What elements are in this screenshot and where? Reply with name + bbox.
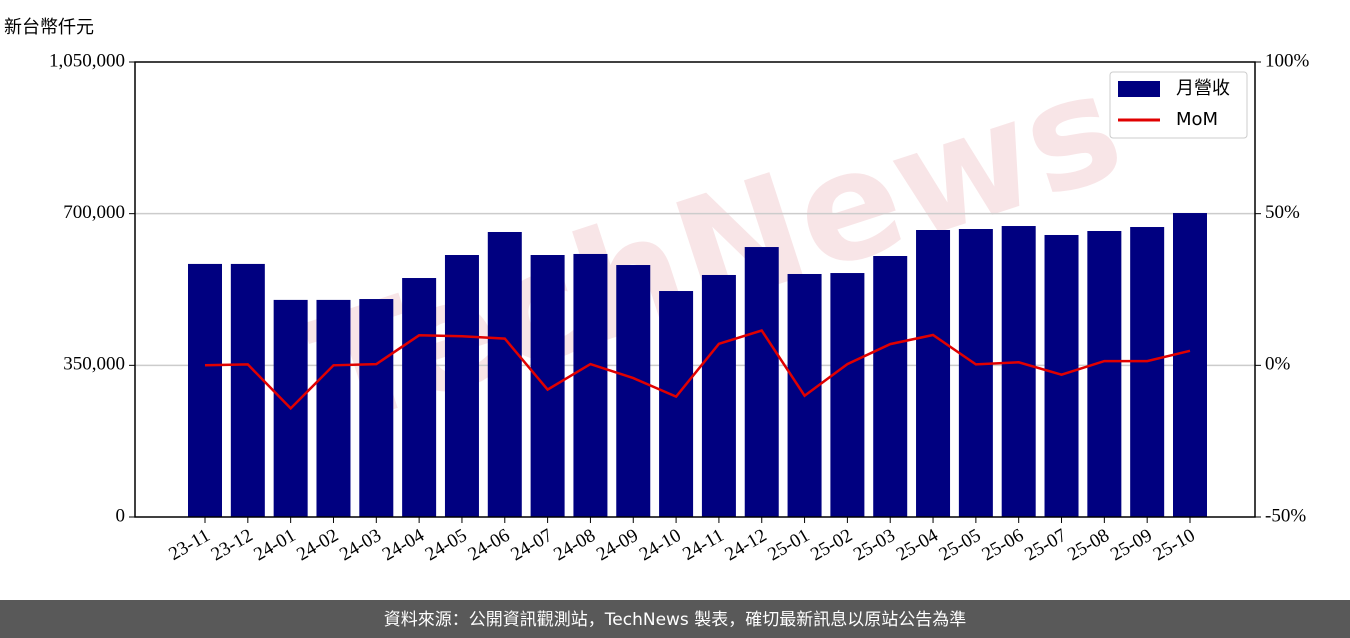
y2-tick-label: 50% (1265, 202, 1300, 223)
bar (830, 273, 865, 517)
bar (573, 253, 608, 517)
legend-label: MoM (1176, 109, 1218, 130)
bar (1173, 213, 1207, 517)
bar (873, 256, 908, 517)
x-tick-label: 24-04 (379, 525, 428, 566)
bar (530, 255, 565, 518)
x-tick-label: 25-04 (893, 525, 942, 566)
y-axis-unit: 新台幣仟元 (4, 17, 94, 38)
x-tick-label: 25-07 (1021, 525, 1070, 565)
bar (701, 274, 736, 517)
y2-tick-label: -50% (1265, 505, 1306, 526)
y-tick-label: 350,000 (63, 354, 125, 375)
bar (316, 299, 351, 517)
bar (958, 229, 993, 518)
x-tick-label: 25-05 (936, 525, 985, 565)
bar (444, 255, 479, 518)
x-tick-label: 25-03 (850, 525, 899, 565)
y2-tick-label: 100% (1265, 50, 1310, 71)
x-tick-label: 24-11 (679, 525, 727, 565)
bar (359, 299, 394, 517)
bar (1087, 231, 1122, 517)
footer-text: 資料來源：公開資訊觀測站，TechNews 製表，確切最新訊息以原站公告為準 (384, 610, 966, 630)
x-tick-label: 25-09 (1107, 525, 1156, 565)
bar (744, 247, 779, 518)
bar (1130, 227, 1165, 517)
x-tick-label: 24-07 (507, 525, 556, 565)
bar (659, 291, 694, 517)
x-tick-label: 24-08 (550, 525, 599, 565)
x-tick-label: 25-02 (807, 525, 856, 565)
y2-tick-label: 0% (1265, 354, 1291, 375)
plot-frame (134, 61, 1256, 518)
bar (916, 230, 951, 517)
x-tick-label: 24-03 (336, 525, 385, 565)
bar (402, 278, 437, 517)
x-tick-label: 24-05 (422, 525, 471, 565)
x-tick-label: 24-10 (636, 525, 685, 565)
y-tick-label: 700,000 (63, 202, 125, 223)
x-tick-label: 24-01 (250, 525, 299, 565)
bar (188, 263, 222, 517)
legend-label: 月營收 (1176, 78, 1230, 99)
bar (616, 265, 651, 517)
footer-bar (0, 600, 1350, 638)
y-tick-label: 0 (116, 505, 126, 526)
x-tick-label: 25-01 (764, 525, 813, 565)
bar (1001, 226, 1036, 517)
bar (487, 231, 522, 517)
x-tick-label: 23-12 (208, 525, 257, 565)
line (204, 329, 1191, 411)
x-tick-label: 24-06 (465, 525, 514, 565)
x-tick-label: 25-08 (1064, 525, 1113, 565)
y-tick-label: 1,050,000 (49, 50, 125, 71)
bar (230, 263, 265, 517)
x-tick-label: 24-02 (293, 525, 342, 565)
x-tick-label: 23-11 (165, 525, 213, 565)
x-tick-label: 25-10 (1150, 525, 1199, 565)
legend-swatch (1118, 81, 1160, 97)
x-tick-label: 25-06 (978, 525, 1027, 565)
x-tick-label: 24-09 (593, 525, 642, 565)
x-tick-label: 24-12 (722, 525, 771, 565)
